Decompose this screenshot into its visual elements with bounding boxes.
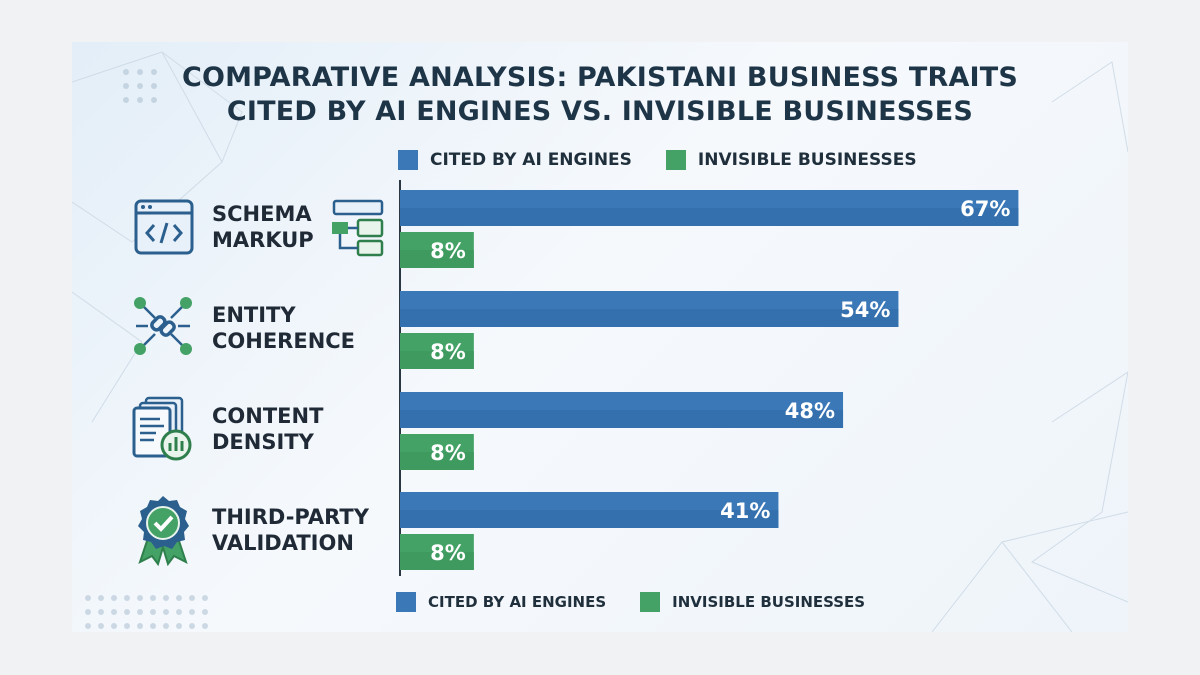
bar-shade-cited-0	[400, 208, 1019, 226]
category-line: CONTENT	[212, 404, 324, 428]
category-line: DENSITY	[212, 430, 314, 454]
category-line: ENTITY	[212, 303, 296, 327]
category-label-content-density: CONTENT DENSITY	[212, 403, 323, 455]
category-line: SCHEMA	[212, 202, 312, 226]
legend-label-cited: CITED BY AI ENGINES	[430, 150, 632, 170]
code-window-icon	[134, 199, 194, 255]
bar-shade-cited-1	[400, 309, 899, 327]
chart-title-line-2: CITED BY AI ENGINES VS. INVISIBLE BUSINE…	[226, 96, 974, 127]
bar-shade-invisible-0	[400, 250, 474, 268]
legend-swatch-cited	[398, 150, 418, 170]
bar-shade-invisible-1	[400, 351, 474, 369]
legend-swatch-cited-bottom	[396, 592, 416, 612]
chain-link-network-icon	[134, 297, 192, 355]
data-label-cited-3: 41%	[720, 499, 770, 523]
data-label-invisible-1: 8%	[430, 340, 466, 364]
legend-top: CITED BY AI ENGINES INVISIBLE BUSINESSES	[398, 150, 917, 170]
legend-bottom: CITED BY AI ENGINES INVISIBLE BUSINESSES	[396, 592, 865, 612]
legend-label-invisible-bottom: INVISIBLE BUSINESSES	[672, 593, 866, 611]
data-label-cited-1: 54%	[840, 298, 890, 322]
legend-label-cited-bottom: CITED BY AI ENGINES	[428, 593, 607, 611]
data-label-invisible-0: 8%	[430, 239, 466, 263]
data-label-invisible-3: 8%	[430, 541, 466, 565]
bar-shade-cited-2	[400, 410, 844, 428]
chart-panel	[72, 42, 1128, 632]
category-label-third-party-validation: THIRD-PARTY VALIDATION	[212, 504, 369, 556]
category-label-schema-markup: SCHEMA MARKUP	[212, 201, 314, 253]
bar-shade-cited-3	[400, 510, 779, 528]
bar-shade-invisible-3	[400, 552, 474, 570]
bar-shade-invisible-2	[400, 452, 474, 470]
category-line: COHERENCE	[212, 329, 356, 353]
document-chart-icon	[132, 396, 192, 461]
data-label-cited-2: 48%	[785, 399, 835, 423]
category-line: THIRD-PARTY	[212, 505, 369, 529]
legend-swatch-invisible-bottom	[640, 592, 661, 612]
legend-label-invisible: INVISIBLE BUSINESSES	[697, 150, 917, 170]
badge-checkmark-icon	[138, 496, 189, 566]
data-label-cited-0: 67%	[960, 197, 1010, 221]
data-label-invisible-2: 8%	[430, 441, 466, 465]
legend-swatch-invisible	[665, 150, 686, 170]
category-line: MARKUP	[212, 228, 314, 252]
category-line: VALIDATION	[212, 531, 354, 555]
chart-title-line-1: COMPARATIVE ANALYSIS: PAKISTANI BUSINESS…	[181, 62, 1019, 93]
category-label-entity-coherence: ENTITY COHERENCE	[212, 302, 355, 354]
sitemap-diagram-icon	[332, 199, 384, 257]
background-decoration	[72, 51, 1128, 632]
